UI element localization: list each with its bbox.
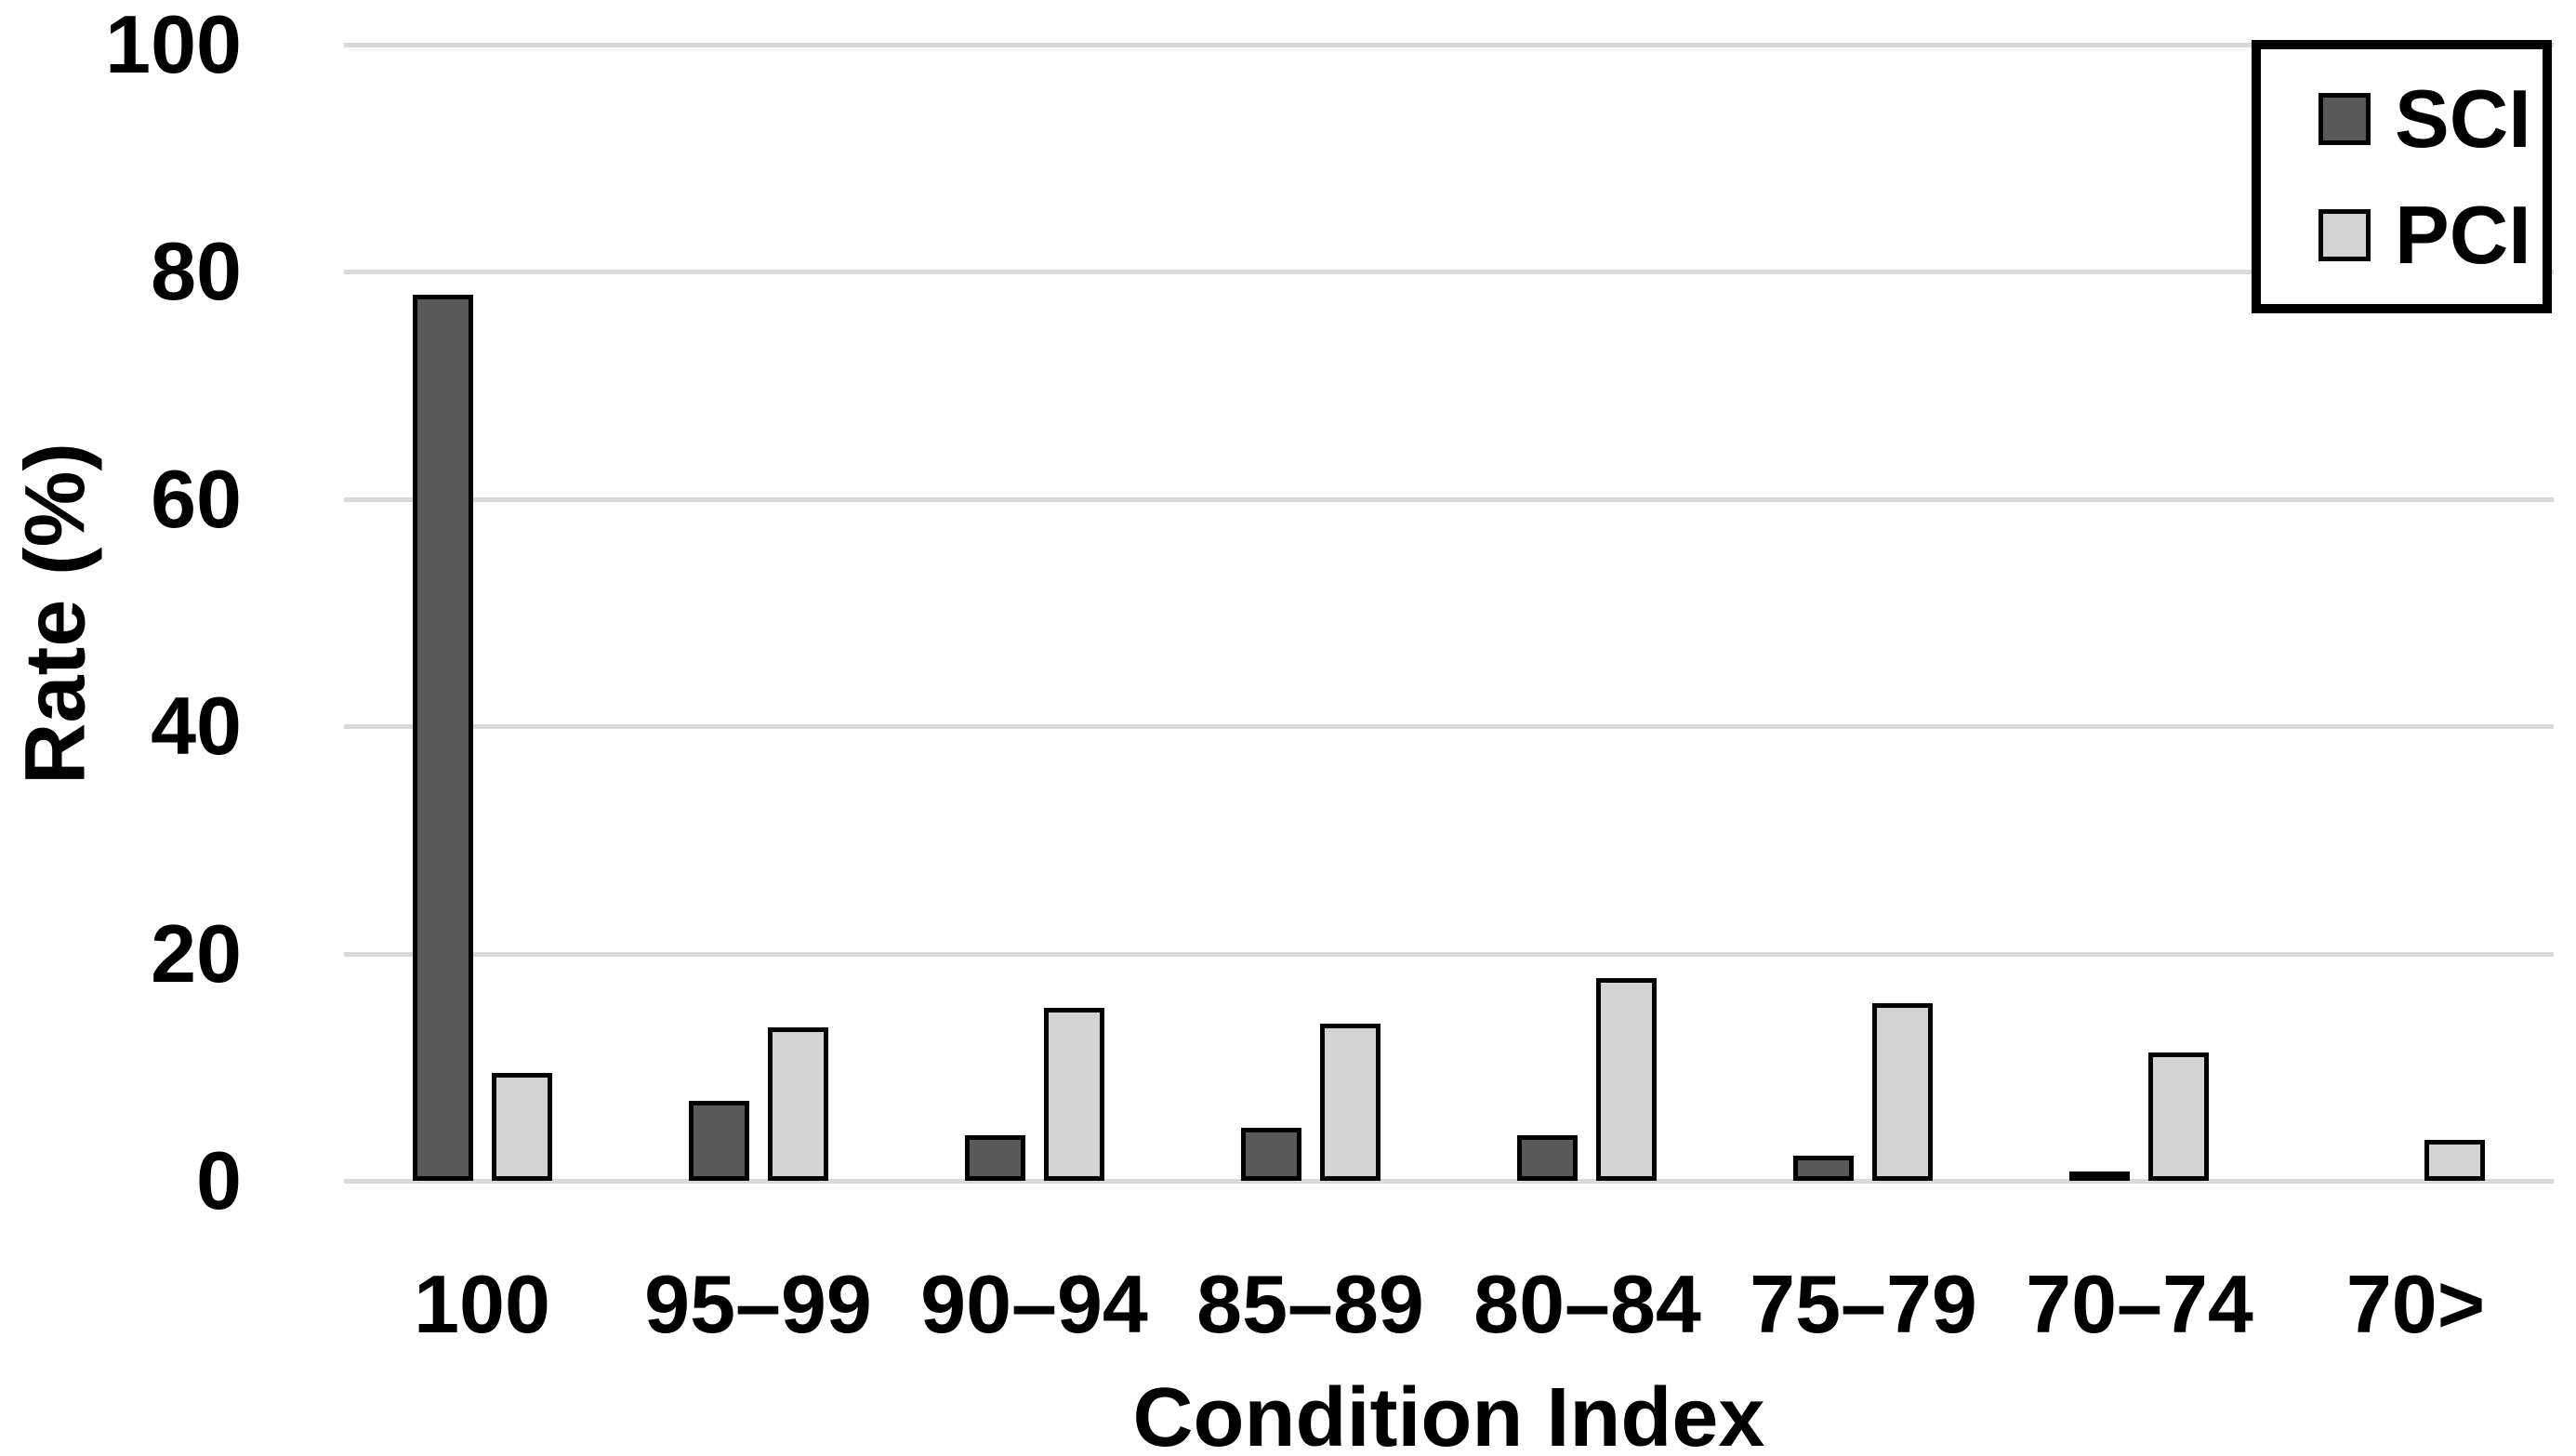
x-axis-title: Condition Index — [1132, 1371, 1765, 1456]
bar-sci-4 — [1241, 1128, 1301, 1181]
x-tick-label: 95–99 — [644, 1258, 872, 1350]
bar-pci-7 — [2148, 1052, 2209, 1181]
y-tick-label: 80 — [151, 225, 242, 318]
y-tick-label: 60 — [151, 452, 242, 545]
legend-label-pci: PCI — [2395, 188, 2531, 281]
y-tick-label: 0 — [196, 1134, 242, 1226]
legend-swatch-pci — [2318, 208, 2371, 261]
bar-pci-2 — [768, 1027, 828, 1181]
gridline — [344, 270, 2554, 275]
bar-sci-5 — [1517, 1135, 1578, 1181]
gridline — [344, 43, 2554, 47]
legend-label-sci: SCI — [2395, 72, 2531, 165]
bar-sci-1 — [413, 295, 473, 1181]
legend-item-sci: SCI — [2261, 72, 2543, 165]
gridline — [344, 496, 2554, 502]
gridline — [344, 724, 2554, 730]
bar-sci-2 — [689, 1101, 749, 1181]
bar-pci-8 — [2424, 1140, 2485, 1181]
legend-swatch-sci — [2318, 92, 2371, 145]
bar-pci-3 — [1044, 1008, 1104, 1181]
y-tick-label: 20 — [151, 907, 242, 999]
x-tick-label: 75–79 — [1750, 1258, 1977, 1350]
bar-pci-1 — [492, 1073, 552, 1181]
x-tick-label: 85–89 — [1196, 1258, 1424, 1350]
bar-sci-7 — [2069, 1171, 2130, 1181]
x-tick-label: 70> — [2345, 1258, 2486, 1350]
bar-pci-5 — [1596, 978, 1657, 1181]
x-tick-label: 90–94 — [920, 1258, 1148, 1350]
y-tick-label: 40 — [151, 680, 242, 773]
plot-area — [344, 43, 2554, 1184]
gridline — [344, 951, 2554, 957]
bar-pci-6 — [1872, 1003, 1933, 1181]
x-tick-label: 80–84 — [1473, 1258, 1701, 1350]
legend-item-pci: PCI — [2261, 188, 2543, 281]
bar-sci-3 — [965, 1135, 1025, 1181]
x-tick-label: 100 — [414, 1258, 550, 1350]
bar-sci-6 — [1793, 1156, 1854, 1181]
gridline — [344, 1179, 2554, 1184]
x-tick-label: 70–74 — [2026, 1258, 2253, 1350]
y-tick-label: 100 — [105, 0, 242, 90]
bar-pci-4 — [1320, 1024, 1380, 1181]
legend: SCI PCI — [2252, 40, 2552, 313]
